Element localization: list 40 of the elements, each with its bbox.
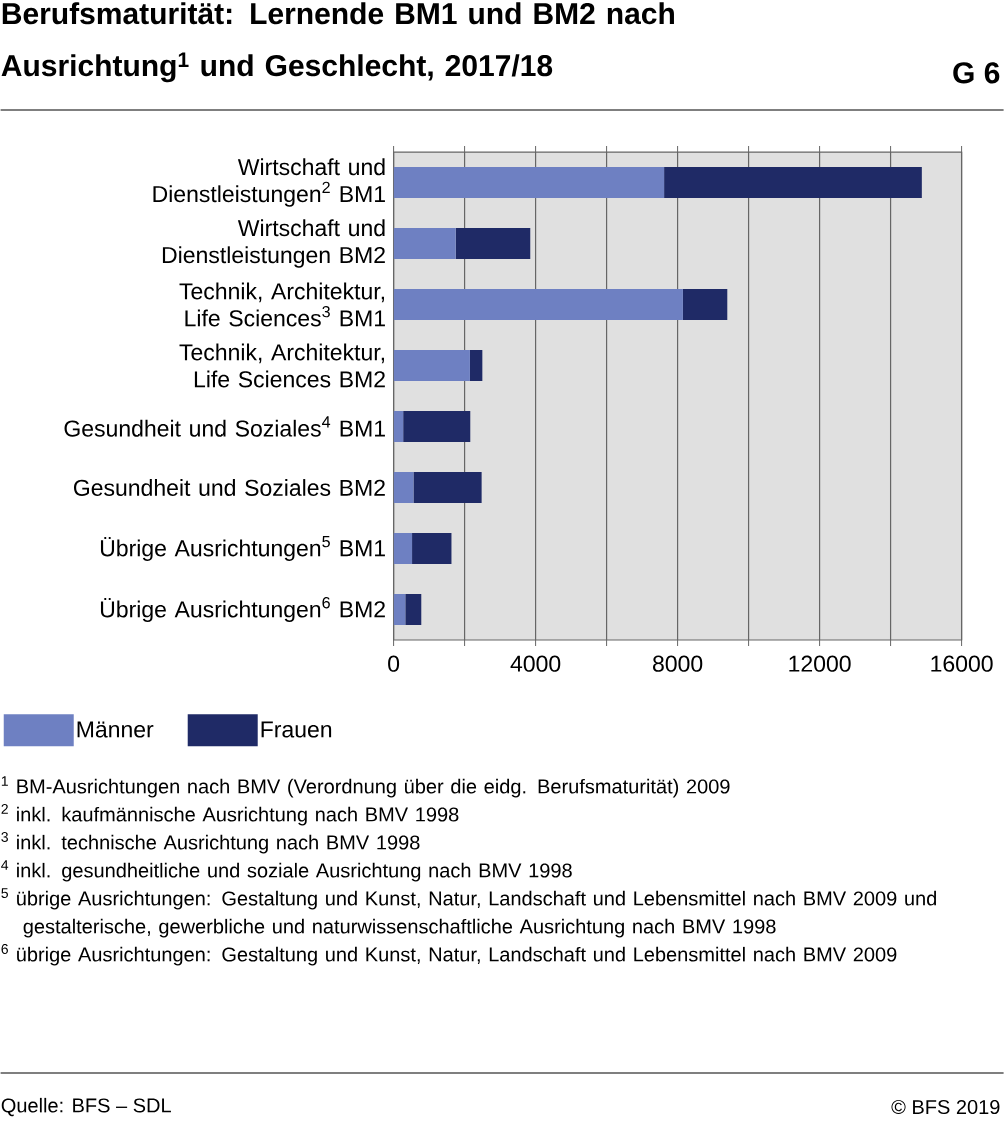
x-tick-label: 4000 xyxy=(510,655,561,672)
legend-label: Männer xyxy=(77,721,154,738)
y-tick-label: Übrige Ausrichtungen$^{6}$ BM2 xyxy=(100,596,385,623)
y-tick-label: Übrige Ausrichtungen$^{5}$ BM1 xyxy=(100,536,385,561)
bar xyxy=(469,350,483,382)
y-tick-label: Wirtschaft und Dienstleistungen$^{2}$ BM1 xyxy=(153,158,385,207)
y-tick-label: Technik, Architektur, Life Sciences$^{3}$ BM1 xyxy=(179,282,385,327)
x-tick-label: 0 xyxy=(388,655,400,672)
y-tick-label: Gesundheit und Soziales BM2 xyxy=(73,479,385,496)
bar xyxy=(682,289,728,321)
chart-title: Berufsmaturität: Lernende BM1 und BM2 nach Ausrichtung$^{1}$ und Geschlecht, 2017/18 xyxy=(1,2,674,83)
bar xyxy=(455,228,531,260)
legend-label: Frauen xyxy=(261,721,332,738)
bar xyxy=(393,289,683,321)
text: $^{3}$ inkl. technische Ausrichtung nach BMV 1998 xyxy=(1,832,420,854)
y-tick-label: Technik, Architektur, Life Sciences BM2 xyxy=(179,343,385,388)
bar xyxy=(393,228,456,260)
bar xyxy=(403,411,471,443)
source-note: Quelle: BFS – SDL xyxy=(1,1097,171,1117)
text: $^{1}$ BM-Ausrichtungen nach BMV (Verordnung über die eidg. Berufsmaturität) 2009 xyxy=(1,776,730,798)
bar xyxy=(393,350,470,382)
bar xyxy=(664,167,922,199)
text: $^{2}$ inkl. kaufmännische Ausrichtung nach BMV 1998 xyxy=(1,804,459,826)
x-tick-label: 16000 xyxy=(931,655,993,672)
bar xyxy=(393,167,665,199)
bar xyxy=(411,533,452,565)
text: © BFS 2019 xyxy=(891,1099,1000,1115)
x-tick-label: 12000 xyxy=(789,655,851,672)
y-tick-label: Wirtschaft und Dienstleistungen BM2 xyxy=(162,219,385,268)
text: G 6 xyxy=(953,62,1000,84)
bar xyxy=(393,472,414,504)
bar xyxy=(393,533,412,565)
x-tick-label: 8000 xyxy=(652,655,703,672)
bar xyxy=(393,411,404,443)
bar xyxy=(413,472,482,504)
text: $^{6}$ übrige Ausrichtungen: Gestaltung und Kunst, Natur, Landschaft und Lebensmittel nach BMV 2009 xyxy=(1,944,897,966)
y-tick-label: Gesundheit und Soziales$^{4}$ BM1 xyxy=(64,416,385,437)
text: $^{4}$ inkl. gesundheitliche und soziale Ausrichtung nach BMV 1998 xyxy=(1,860,572,882)
bar xyxy=(405,594,422,626)
bar xyxy=(393,594,406,626)
